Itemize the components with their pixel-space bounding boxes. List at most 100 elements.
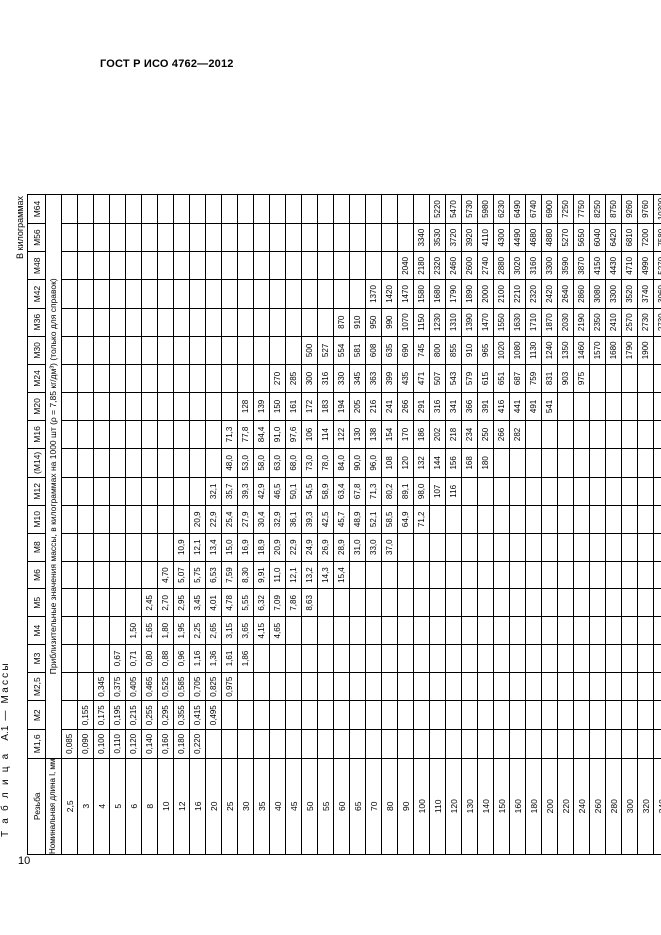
- mass-cell: [637, 505, 654, 534]
- mass-cell: [141, 364, 158, 393]
- mass-cell: 216: [365, 392, 382, 421]
- mass-cell: [541, 477, 558, 506]
- mass-cell: [301, 672, 318, 701]
- mass-cell: [493, 700, 510, 730]
- mass-cell: [349, 561, 366, 589]
- mass-cell: 1390: [461, 308, 478, 337]
- table-head: Резьба M1,6 M2 M2,5 M3 M4 M5 M6 M8 M10 M…: [27, 194, 62, 855]
- mass-cell: 1,80: [157, 616, 174, 645]
- header-thread-size: M42: [27, 279, 46, 309]
- mass-cell: 831: [541, 364, 558, 393]
- mass-cell: [653, 533, 661, 562]
- mass-cell: [509, 477, 526, 506]
- mass-cell: [173, 336, 190, 365]
- mass-cell: [461, 561, 478, 589]
- mass-cell: [605, 477, 622, 506]
- mass-cell: [141, 336, 158, 365]
- mass-cell: [413, 561, 430, 589]
- row-length-label: 16: [189, 758, 206, 855]
- mass-cell: 2,65: [205, 616, 222, 645]
- mass-cell: [109, 533, 126, 562]
- mass-cell: [653, 392, 661, 421]
- table-caption-label: Т а б л и ц а: [0, 751, 11, 837]
- mass-cell: [285, 672, 302, 701]
- mass-cell: [509, 533, 526, 562]
- table-row: 150 266 416 651 1020 1550 2100 2880 4300 6230: [493, 194, 510, 855]
- mass-cell: 1230: [429, 308, 446, 337]
- mass-cell: [525, 644, 542, 673]
- mass-cell: [317, 644, 334, 673]
- mass-cell: [285, 223, 302, 252]
- header-thread-size: M30: [27, 336, 46, 365]
- header-thread-size: M1,6: [27, 729, 46, 759]
- mass-cell: [237, 308, 254, 337]
- mass-cell: [173, 194, 190, 224]
- mass-cell: [525, 477, 542, 506]
- mass-cell: 35,7: [221, 477, 238, 506]
- mass-cell: [285, 251, 302, 280]
- mass-cell: [285, 336, 302, 365]
- mass-cell: [653, 616, 661, 645]
- header-thread-size: M5: [27, 588, 46, 617]
- mass-cell: [413, 616, 430, 645]
- mass-cell: 172: [301, 392, 318, 421]
- mass-cell: [253, 336, 270, 365]
- mass-cell: [109, 223, 126, 252]
- mass-cell: 6810: [621, 223, 638, 252]
- mass-cell: 635: [381, 336, 398, 365]
- mass-cell: 5,75: [189, 561, 206, 589]
- mass-cell: [221, 364, 238, 393]
- table-row: 3 0,090 0,155: [77, 194, 94, 855]
- mass-cell: [285, 644, 302, 673]
- row-length-label: 25: [221, 758, 238, 855]
- mass-cell: 1630: [509, 308, 526, 337]
- mass-cell: 471: [413, 364, 430, 393]
- mass-cell: 53,0: [237, 448, 254, 478]
- table-row: 20 0,495 0,825 1,36 2,65 4,01 6,53 13,4 22,9 32,1: [205, 194, 222, 855]
- mass-cell: 71,3: [365, 477, 382, 506]
- mass-cell: 266: [397, 392, 414, 421]
- mass-cell: [157, 336, 174, 365]
- mass-cell: [157, 448, 174, 478]
- mass-cell: [477, 533, 494, 562]
- mass-cell: [493, 448, 510, 478]
- mass-cell: [125, 223, 142, 252]
- mass-cell: 3160: [525, 251, 542, 280]
- mass-cell: [61, 588, 78, 617]
- mass-cell: [253, 223, 270, 252]
- mass-cell: [125, 392, 142, 421]
- mass-cell: [189, 251, 206, 280]
- mass-cell: 0,140: [141, 729, 158, 759]
- mass-cell: [605, 588, 622, 617]
- mass-cell: 7580: [653, 223, 661, 252]
- mass-cell: 5470: [445, 194, 462, 224]
- mass-cell: [525, 561, 542, 589]
- mass-cell: 42,9: [253, 477, 270, 506]
- mass-cell: [653, 477, 661, 506]
- mass-cell: [573, 729, 590, 759]
- table-row: 130 168 234 366 579 910 1390 1890 2600 3920 5730: [461, 194, 478, 855]
- mass-cell: [493, 533, 510, 562]
- row-length-label: 4: [93, 758, 110, 855]
- mass-cell: 1570: [589, 336, 606, 365]
- mass-cell: 2030: [557, 308, 574, 337]
- mass-cell: [349, 279, 366, 309]
- mass-cell: 1790: [445, 279, 462, 309]
- mass-cell: [93, 336, 110, 365]
- mass-cell: [301, 700, 318, 730]
- mass-cell: [333, 588, 350, 617]
- mass-cell: [349, 700, 366, 730]
- row-length-label: 65: [349, 758, 366, 855]
- mass-cell: [365, 700, 382, 730]
- mass-cell: 0,085: [61, 729, 78, 759]
- row-length-label: 8: [141, 758, 158, 855]
- table-row: 200 541 831 1240 1870 2420 3300 4880 6900: [541, 194, 558, 855]
- mass-cell: 0,495: [205, 700, 222, 730]
- mass-cell: [173, 251, 190, 280]
- mass-cell: [349, 644, 366, 673]
- mass-cell: [189, 477, 206, 506]
- mass-cell: [61, 194, 78, 224]
- mass-cell: [93, 616, 110, 645]
- mass-cell: 9,91: [253, 561, 270, 589]
- mass-cell: 745: [413, 336, 430, 365]
